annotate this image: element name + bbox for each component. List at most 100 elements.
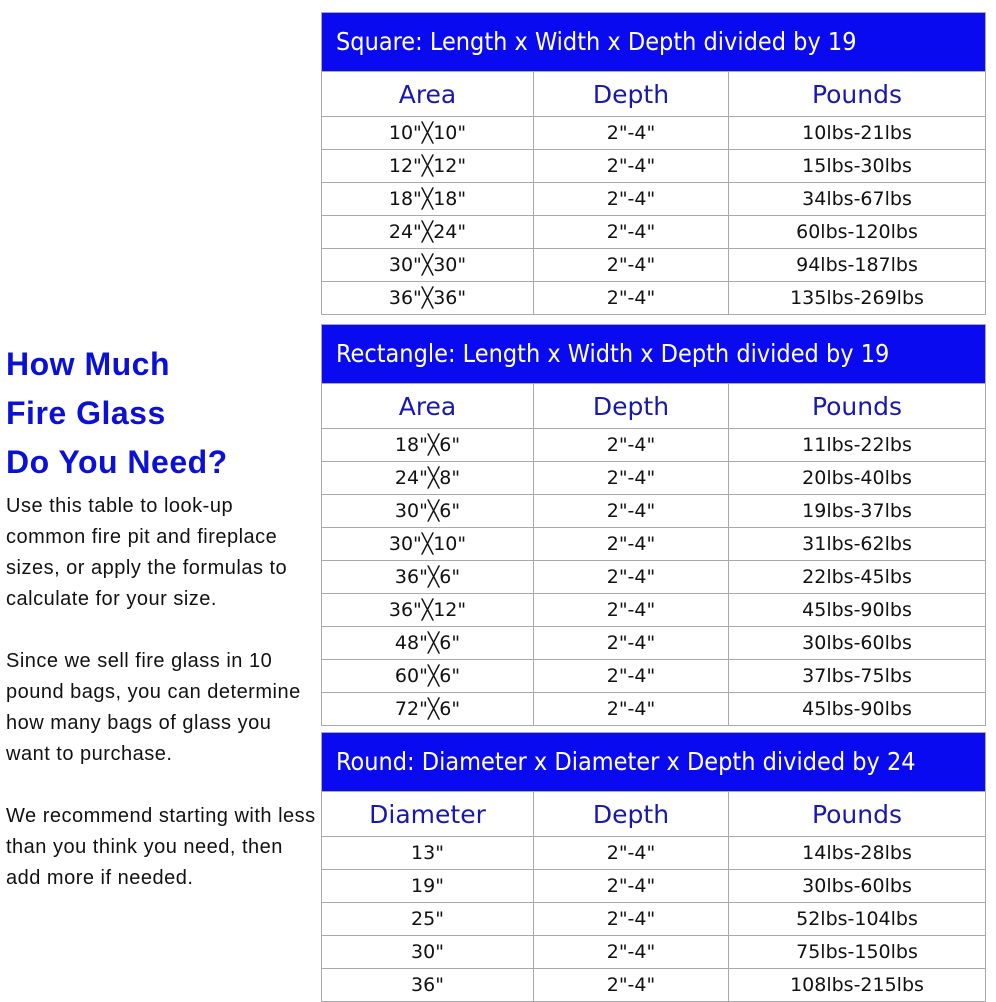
table-cell: 37lbs-75lbs — [802, 665, 912, 687]
table-cell: 22lbs-45lbs — [802, 566, 912, 588]
table-cell: 45lbs-90lbs — [802, 599, 912, 621]
table-cell: 14lbs-28lbs — [802, 842, 912, 864]
column-header-row: Area Depth Pounds — [322, 71, 985, 116]
column-header-row: Area Depth Pounds — [322, 383, 985, 428]
column-header: Pounds — [811, 79, 903, 109]
table-cell: 30lbs-60lbs — [802, 875, 912, 897]
title-line: How Much — [6, 346, 170, 382]
table-cell: 24"╳24" — [322, 216, 534, 248]
table-cell: 2"-4" — [534, 936, 729, 968]
table-cell: 2"-4" — [534, 249, 729, 281]
table-row: 30"╳10" 2"-4" 31lbs-62lbs — [322, 527, 985, 560]
table-cell: 30lbs-60lbs — [802, 632, 912, 654]
table-cell: 2"-4" — [534, 969, 729, 1001]
table-row: 72"╳6" 2"-4" 45lbs-90lbs — [322, 692, 985, 725]
rectangle-table: Rectangle: Length x Width x Depth divide… — [321, 324, 986, 726]
table-cell: 19lbs-37lbs — [802, 500, 912, 522]
table-cell: 11lbs-22lbs — [802, 434, 912, 456]
table-cell: 52lbs-104lbs — [796, 908, 918, 930]
table-row: 48"╳6" 2"-4" 30lbs-60lbs — [322, 626, 985, 659]
table-cell: 10lbs-21lbs — [802, 122, 912, 144]
table-row: 60"╳6" 2"-4" 37lbs-75lbs — [322, 659, 985, 692]
table-row: 30"╳30" 2"-4" 94lbs-187lbs — [322, 248, 985, 281]
table-cell: 2"-4" — [534, 216, 729, 248]
table-cell: 45lbs-90lbs — [802, 698, 912, 720]
column-header: Area — [322, 72, 534, 116]
table-cell: 2"-4" — [534, 429, 729, 461]
table-cell: 30" — [322, 936, 534, 968]
intro-paragraph: Use this table to look-up common fire pi… — [6, 495, 288, 610]
table-cell: 30"╳30" — [322, 249, 534, 281]
column-header: Area — [322, 384, 534, 428]
table-row: 12"╳12" 2"-4" 15lbs-30lbs — [322, 149, 985, 182]
table-row: 30"╳6" 2"-4" 19lbs-37lbs — [322, 494, 985, 527]
table-cell: 15lbs-30lbs — [802, 155, 912, 177]
intro-title: How Much Fire Glass Do You Need? — [6, 340, 316, 487]
table-cell: 2"-4" — [534, 693, 729, 725]
table-cell: 2"-4" — [534, 594, 729, 626]
table-cell: 2"-4" — [534, 150, 729, 182]
table-row: 18"╳6" 2"-4" 11lbs-22lbs — [322, 428, 985, 461]
table-row: 25" 2"-4" 52lbs-104lbs — [322, 902, 985, 935]
table-cell: 18"╳18" — [322, 183, 534, 215]
column-header: Pounds — [811, 799, 903, 829]
table-row: 19" 2"-4" 30lbs-60lbs — [322, 869, 985, 902]
column-header: Pounds — [811, 391, 903, 421]
table-cell: 10"╳10" — [322, 117, 534, 149]
table-row: 13" 2"-4" 14lbs-28lbs — [322, 836, 985, 869]
table-row: 36"╳36" 2"-4" 135lbs-269lbs — [322, 281, 985, 314]
table-cell: 2"-4" — [534, 183, 729, 215]
table-cell: 2"-4" — [534, 462, 729, 494]
table-cell: 60"╳6" — [322, 660, 534, 692]
square-table: Square: Length x Width x Depth divided b… — [321, 12, 986, 315]
table-row: 18"╳18" 2"-4" 34lbs-67lbs — [322, 182, 985, 215]
table-cell: 20lbs-40lbs — [802, 467, 912, 489]
table-cell: 2"-4" — [534, 495, 729, 527]
table-row: 36"╳6" 2"-4" 22lbs-45lbs — [322, 560, 985, 593]
table-cell: 18"╳6" — [322, 429, 534, 461]
table-cell: 2"-4" — [534, 117, 729, 149]
table-row: 24"╳24" 2"-4" 60lbs-120lbs — [322, 215, 985, 248]
column-header: Diameter — [322, 792, 534, 836]
table-cell: 2"-4" — [534, 903, 729, 935]
table-cell: 36"╳36" — [322, 282, 534, 314]
table-cell: 2"-4" — [534, 528, 729, 560]
table-row: 10"╳10" 2"-4" 10lbs-21lbs — [322, 116, 985, 149]
column-header: Depth — [534, 72, 729, 116]
table-cell: 2"-4" — [534, 870, 729, 902]
table-cell: 135lbs-269lbs — [790, 287, 924, 309]
table-cell: 2"-4" — [534, 660, 729, 692]
table-cell: 48"╳6" — [322, 627, 534, 659]
table-cell: 94lbs-187lbs — [796, 254, 918, 276]
table-cell: 36" — [322, 969, 534, 1001]
column-header-row: Diameter Depth Pounds — [322, 791, 985, 836]
table-cell: 13" — [322, 837, 534, 869]
table-cell: 12"╳12" — [322, 150, 534, 182]
table-row: 36"╳12" 2"-4" 45lbs-90lbs — [322, 593, 985, 626]
table-cell: 60lbs-120lbs — [796, 221, 918, 243]
column-header: Depth — [534, 384, 729, 428]
table-row: 24"╳8" 2"-4" 20lbs-40lbs — [322, 461, 985, 494]
intro-panel: How Much Fire Glass Do You Need? Use thi… — [6, 340, 316, 894]
table-cell: 30"╳10" — [322, 528, 534, 560]
table-cell: 30"╳6" — [322, 495, 534, 527]
title-line: Do You Need? — [6, 444, 228, 480]
table-cell: 2"-4" — [534, 561, 729, 593]
table-cell: 36"╳12" — [322, 594, 534, 626]
table-cell: 19" — [322, 870, 534, 902]
table-title: Square: Length x Width x Depth divided b… — [322, 13, 985, 71]
table-cell: 34lbs-67lbs — [802, 188, 912, 210]
table-cell: 36"╳6" — [322, 561, 534, 593]
table-row: 36" 2"-4" 108lbs-215lbs — [322, 968, 985, 1001]
column-header: Depth — [534, 792, 729, 836]
title-line: Fire Glass — [6, 395, 166, 431]
table-cell: 2"-4" — [534, 837, 729, 869]
intro-paragraph: Since we sell fire glass in 10 pound bag… — [6, 650, 301, 765]
table-cell: 72"╳6" — [322, 693, 534, 725]
table-cell: 24"╳8" — [322, 462, 534, 494]
table-cell: 31lbs-62lbs — [802, 533, 912, 555]
table-cell: 25" — [322, 903, 534, 935]
table-cell: 2"-4" — [534, 282, 729, 314]
intro-paragraph: We recommend starting with less than you… — [6, 805, 316, 889]
table-cell: 75lbs-150lbs — [796, 941, 918, 963]
